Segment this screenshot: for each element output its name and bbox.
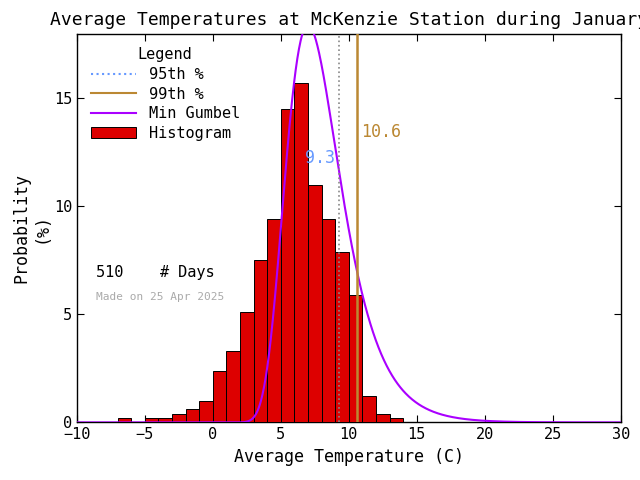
Text: 9.3: 9.3 (305, 149, 335, 167)
Bar (227, 351, 240, 422)
Bar (145, 418, 159, 422)
Bar (281, 109, 294, 422)
Text: Made on 25 Apr 2025: Made on 25 Apr 2025 (96, 292, 224, 302)
Text: 10.6: 10.6 (361, 123, 401, 141)
Title: Average Temperatures at McKenzie Station during January: Average Temperatures at McKenzie Station… (50, 11, 640, 29)
Y-axis label: Probability
(%): Probability (%) (12, 173, 51, 283)
Bar (335, 252, 349, 422)
Bar (294, 84, 308, 422)
Bar (240, 312, 253, 422)
Bar (268, 219, 281, 422)
Bar (308, 185, 322, 422)
Bar (349, 295, 362, 422)
Bar (362, 396, 376, 422)
Bar (199, 401, 212, 422)
Legend: 95th %, 99th %, Min Gumbel, Histogram: 95th %, 99th %, Min Gumbel, Histogram (84, 41, 246, 147)
Bar (376, 414, 390, 422)
Bar (159, 418, 172, 422)
Bar (322, 219, 335, 422)
Bar (118, 418, 131, 422)
X-axis label: Average Temperature (C): Average Temperature (C) (234, 448, 464, 466)
Bar (186, 409, 199, 422)
Bar (212, 371, 227, 422)
Bar (390, 418, 403, 422)
Text: 510    # Days: 510 # Days (96, 265, 214, 280)
Bar (253, 260, 268, 422)
Bar (172, 414, 186, 422)
